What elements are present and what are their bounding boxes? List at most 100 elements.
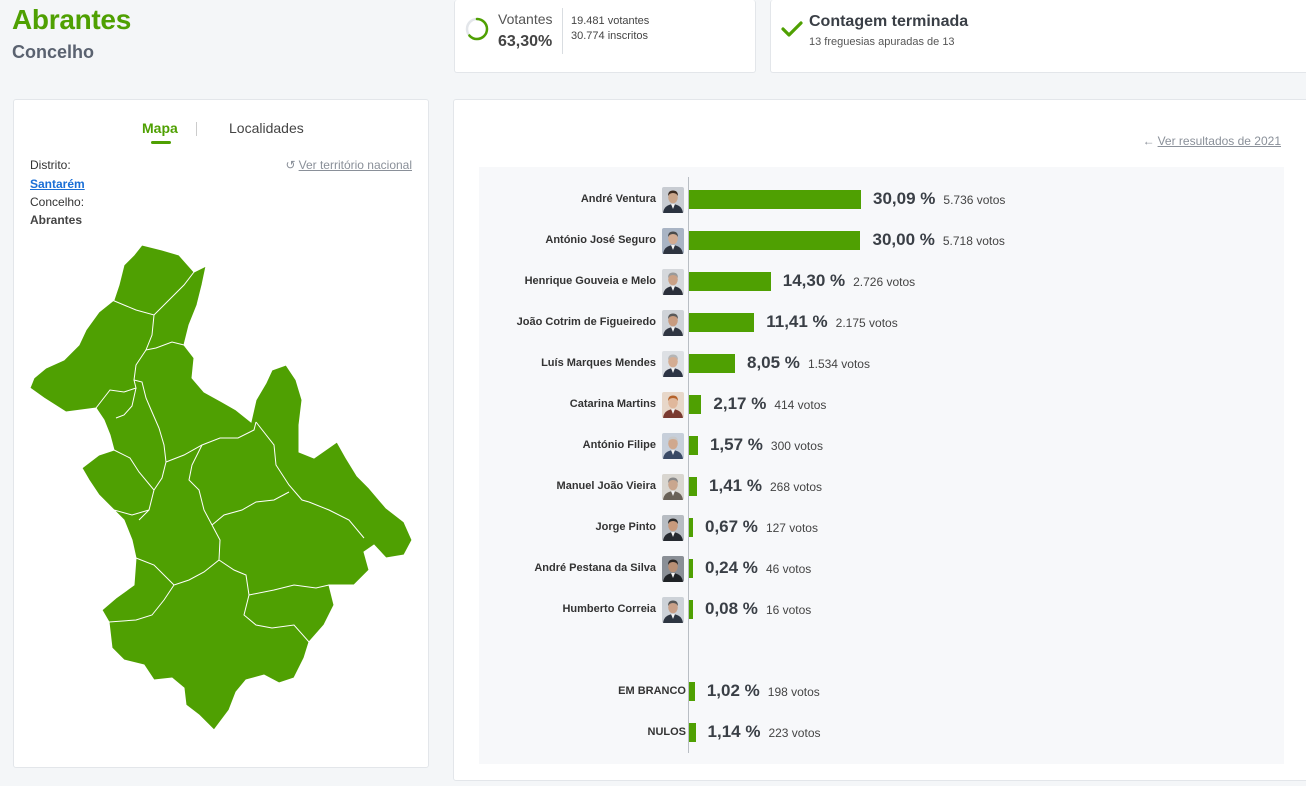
result-bar (689, 436, 698, 455)
page-subtitle: Concelho (12, 42, 95, 62)
result-bar (689, 272, 771, 291)
distrito-link[interactable]: Santarém (30, 177, 85, 191)
result-percent: 1,14 % (707, 722, 761, 741)
extra-name: EM BRANCO (618, 685, 686, 697)
arrow-left-icon: ← (1142, 134, 1155, 148)
candidate-name: Henrique Gouveia e Melo (524, 275, 656, 287)
result-votes: 300 votos (770, 439, 823, 453)
national-territory-link[interactable]: ↺ Ver território nacional (286, 158, 412, 172)
result-row: Jorge Pinto 0,67 % 127 votos (479, 513, 1284, 543)
result-percent: 8,05 % (747, 353, 800, 372)
candidate-photo (662, 310, 684, 336)
votantes-count: 19.481 votantes (571, 15, 650, 27)
result-votes: 2.726 votos (853, 275, 916, 289)
participation-ring-icon (465, 17, 489, 41)
votantes-label: Votantes (498, 11, 553, 27)
result-row: Humberto Correia 0,08 % 16 votos (479, 595, 1284, 625)
concelho-value: Abrantes (30, 213, 83, 227)
distrito-label: Distrito: (30, 158, 71, 172)
map-outline[interactable] (29, 244, 413, 731)
candidate-name: Catarina Martins (569, 398, 656, 410)
tab-divider (196, 122, 197, 136)
candidate-photo (662, 351, 684, 377)
result-percent: 0,67 % (705, 517, 758, 536)
contagem-title: Contagem terminada (809, 13, 969, 30)
candidate-photo (662, 597, 684, 623)
result-votes: 127 votos (765, 521, 818, 535)
result-row: André Pestana da Silva 0,24 % 46 votos (479, 554, 1284, 584)
candidate-name: António Filipe (582, 439, 656, 451)
result-bar (689, 190, 861, 209)
page-title: Abrantes (12, 4, 131, 35)
candidate-name: Jorge Pinto (595, 521, 656, 533)
candidate-name: António José Seguro (545, 234, 656, 246)
result-percent: 0,24 % (705, 558, 758, 577)
undo-icon: ↺ (285, 158, 296, 172)
result-votes: 198 votos (767, 685, 820, 699)
concelho-map[interactable] (24, 240, 419, 740)
result-votes: 1.534 votos (807, 357, 870, 371)
result-votes: 46 votos (765, 562, 812, 576)
candidate-name: Luís Marques Mendes (541, 357, 656, 369)
result-votes: 268 votos (769, 480, 823, 494)
result-row: Manuel João Vieira 1,41 % 268 votos (479, 472, 1284, 502)
result-row: Catarina Martins 2,17 % 414 votos (479, 390, 1284, 420)
result-percent: 11,41 % (766, 312, 828, 331)
result-votes: 2.175 votos (835, 316, 898, 330)
result-row: Henrique Gouveia e Melo 14,30 % 2.726 voto… (479, 267, 1284, 297)
candidate-photo (662, 556, 684, 582)
result-bar (689, 354, 735, 373)
extra-name: NULOS (647, 726, 687, 738)
candidate-name: Manuel João Vieira (556, 480, 656, 492)
result-percent: 0,08 % (705, 599, 758, 618)
contagem-subtitle: 13 freguesias apuradas de 13 (809, 36, 955, 48)
result-votes: 223 votos (768, 726, 821, 740)
result-bar (689, 313, 755, 332)
result-bar (689, 600, 693, 619)
candidate-photo (662, 187, 684, 213)
result-row: João Cotrim de Figueiredo 11,41 % 2.175 vo… (479, 308, 1284, 338)
candidate-photo (662, 515, 684, 541)
map-panel: Mapa Localidades Distrito: Santarém Conc… (13, 99, 429, 768)
result-votes: 414 votos (774, 398, 827, 412)
map-parish-borders (95, 271, 365, 643)
check-icon (781, 21, 803, 37)
votantes-divider (562, 8, 563, 54)
contagem-card: Contagem terminada 13 freguesias apurada… (770, 0, 1306, 73)
votantes-card: Votantes 63,30% 19.481 votantes 30.774 i… (454, 0, 756, 73)
candidate-photo (662, 474, 684, 500)
previous-results-link[interactable]: ← Ver resultados de 2021 (1143, 134, 1281, 148)
result-votes: 5.736 votos (943, 193, 1006, 207)
result-percent: 1,41 % (709, 476, 762, 495)
result-bar (689, 682, 695, 701)
result-percent: 1,57 % (709, 435, 763, 454)
result-row: Luís Marques Mendes 8,05 % 1.534 votos (479, 349, 1284, 379)
result-percent: 2,17 % (713, 394, 767, 413)
result-percent: 30,00 % (872, 230, 935, 249)
result-percent: 1,02 % (706, 681, 760, 700)
tab-mapa[interactable]: Mapa (142, 120, 178, 136)
result-bar (689, 723, 696, 742)
concelho-label: Concelho: (30, 195, 85, 209)
result-bar (689, 395, 702, 414)
result-percent: 30,09 % (873, 189, 936, 208)
result-row-extra: NULOS 1,14 % 223 votos (479, 718, 1284, 748)
previous-results-label: Ver resultados de 2021 (1157, 134, 1281, 148)
candidate-photo (662, 228, 684, 254)
candidate-photo (662, 269, 684, 295)
chart-axis-line (688, 177, 689, 753)
tab-localidades[interactable]: Localidades (229, 120, 304, 136)
results-chart: André Ventura 30,09 % 5.736 votos António J… (479, 167, 1284, 764)
candidate-name: André Ventura (580, 193, 656, 205)
result-bar (689, 477, 698, 496)
results-panel: ← Ver resultados de 2021 André Ventura 30,… (453, 99, 1306, 781)
result-bar (689, 231, 861, 250)
candidate-name: Humberto Correia (562, 603, 656, 615)
candidate-name: André Pestana da Silva (534, 562, 656, 574)
national-link-label: Ver território nacional (298, 158, 412, 172)
result-bar (689, 559, 693, 578)
candidate-photo (662, 392, 684, 418)
result-row-extra: EM BRANCO 1,02 % 198 votos (479, 677, 1284, 707)
result-row: António Filipe 1,57 % 300 votos (479, 431, 1284, 461)
candidate-name: João Cotrim de Figueiredo (516, 316, 656, 328)
